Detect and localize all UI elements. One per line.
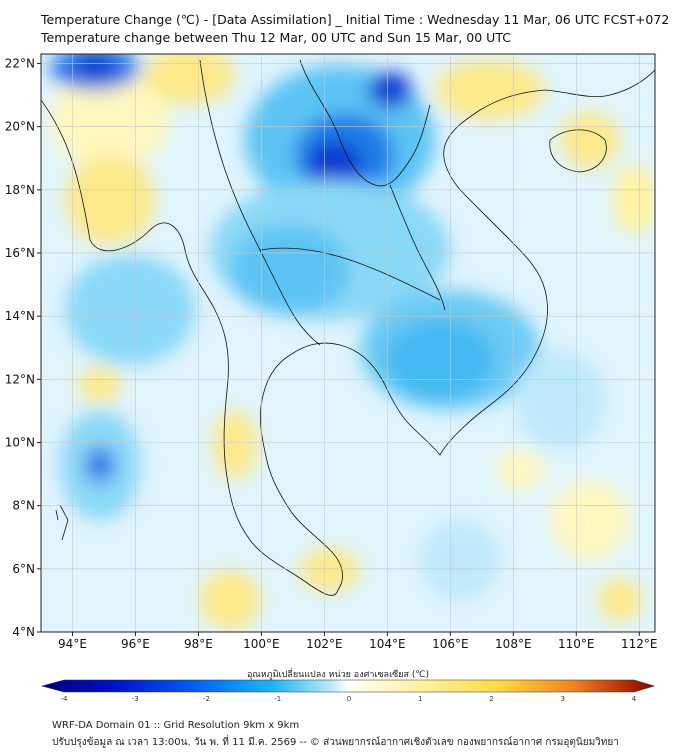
chart-title: Temperature Change (℃) - [Data Assimilat… bbox=[41, 12, 670, 27]
longitude-labels: 94°E 96°E 98°E 100°E 102°E 104°E 106°E 108°E 110… bbox=[58, 632, 658, 651]
lat-label: 16°N bbox=[5, 246, 35, 260]
colorbar: -4 -3 -2 -1 0 1 2 3 4 bbox=[40, 679, 656, 703]
colorbar-tick-label: -2 bbox=[203, 695, 210, 703]
lon-label: 100°E bbox=[243, 637, 280, 651]
lat-label: 14°N bbox=[5, 309, 35, 323]
lon-label: 108°E bbox=[495, 637, 532, 651]
lon-label: 110°E bbox=[558, 637, 595, 651]
colorbar-tick-label: 3 bbox=[561, 695, 565, 703]
colorbar-tick-label: -4 bbox=[61, 695, 69, 703]
colorbar-ticks: -4 -3 -2 -1 0 1 2 3 4 bbox=[61, 695, 637, 703]
lat-label: 18°N bbox=[5, 183, 35, 197]
lon-label: 98°E bbox=[184, 637, 213, 651]
lat-label: 22°N bbox=[5, 56, 35, 70]
colorbar-tick-label: -1 bbox=[274, 695, 281, 703]
lon-label: 94°E bbox=[58, 637, 87, 651]
lat-label: 4°N bbox=[12, 625, 35, 639]
lat-label: 6°N bbox=[12, 562, 35, 576]
lon-label: 106°E bbox=[432, 637, 469, 651]
colorbar-bar bbox=[40, 679, 656, 693]
chart-subtitle: Temperature change between Thu 12 Mar, 0… bbox=[41, 30, 511, 45]
lon-label: 96°E bbox=[121, 637, 150, 651]
colorbar-tick-label: 4 bbox=[632, 695, 637, 703]
colorbar-label: อุณหภูมิเปลี่ยนแปลง หน่วย องศาเซลเซียส (… bbox=[246, 670, 430, 680]
coastline-outlines bbox=[41, 59, 655, 596]
lat-label: 20°N bbox=[5, 120, 35, 134]
latitude-labels: 22°N 20°N 18°N 16°N 14°N 12°N 10°N 8°N 6°N 4°N bbox=[5, 56, 41, 639]
colorbar-tick-label: 0 bbox=[347, 695, 351, 703]
colorbar-tick-label: 2 bbox=[489, 695, 493, 703]
lon-label: 112°E bbox=[621, 637, 658, 651]
lat-label: 8°N bbox=[12, 499, 35, 513]
lon-label: 104°E bbox=[369, 637, 406, 651]
lat-label: 10°N bbox=[5, 435, 35, 449]
map-frame bbox=[40, 53, 656, 633]
colorbar-tick-label: 1 bbox=[418, 695, 422, 703]
footer-update-info: ปรับปรุงข้อมูล ณ เวลา 13:00น. วัน พ. ที่… bbox=[52, 737, 619, 748]
colorbar-tick-label: -3 bbox=[132, 695, 139, 703]
lat-label: 12°N bbox=[5, 372, 35, 386]
footer-model-info: WRF-DA Domain 01 :: Grid Resolution 9km … bbox=[52, 720, 300, 731]
lon-label: 102°E bbox=[306, 637, 343, 651]
